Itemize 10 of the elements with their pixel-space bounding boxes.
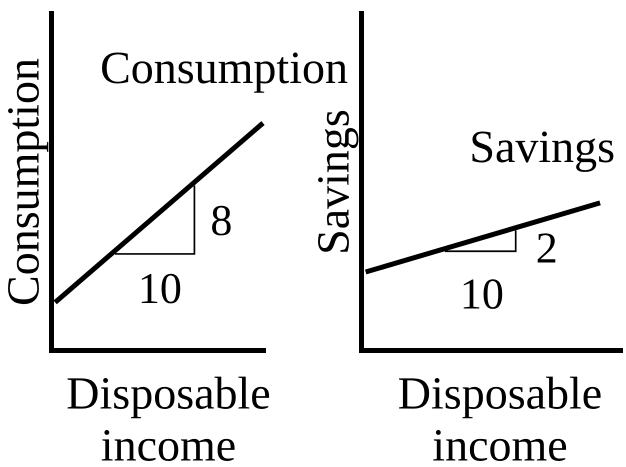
y-axis-title: Savings xyxy=(308,109,358,255)
x-axis-title: Disposable income xyxy=(66,368,271,467)
y-axis-title: Consumption xyxy=(0,58,48,306)
series-label: Savings xyxy=(469,120,616,172)
annotation: 8 xyxy=(210,196,232,246)
annotation: 10 xyxy=(138,264,182,313)
annotation: 2 xyxy=(536,223,558,272)
series-label: Consumption xyxy=(100,42,348,94)
annotation: 10 xyxy=(460,269,504,318)
x-axis-title: Disposable income xyxy=(398,368,602,467)
